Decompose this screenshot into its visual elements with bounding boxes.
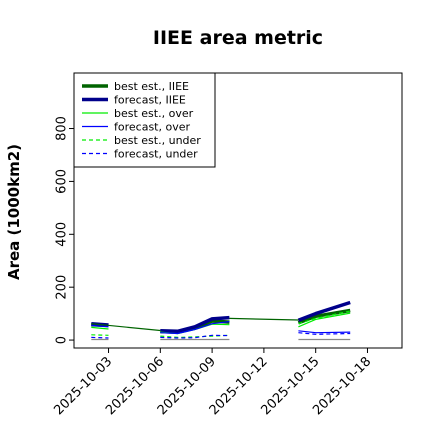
series-line-forecast-under-2 bbox=[298, 332, 351, 335]
legend-label-best-est-under: best est., under bbox=[114, 134, 201, 147]
legend-label-forecast-over: forecast, over bbox=[114, 121, 190, 134]
y-tick-label: 800 bbox=[55, 116, 70, 141]
plot-series bbox=[91, 300, 351, 341]
y-axis-label: Area (1000km2) bbox=[5, 144, 23, 280]
series-line-forecast-over-1 bbox=[160, 321, 230, 335]
series-line-forecast-under-1 bbox=[160, 334, 230, 339]
series-line-best-est-over-0 bbox=[91, 326, 109, 330]
legend-label-forecast-under: forecast, under bbox=[114, 148, 198, 161]
y-tick-label: 200 bbox=[55, 275, 70, 300]
series-line-connector-6-1 bbox=[229, 317, 299, 321]
series-line-best-est-iiee-2 bbox=[297, 308, 351, 325]
plot-frame bbox=[73, 72, 403, 349]
y-tick-label: 600 bbox=[55, 169, 70, 194]
series-line-forecast-iiee-2 bbox=[297, 300, 351, 322]
y-tick-label: 0 bbox=[55, 336, 70, 344]
legend-label-best-est-iiee: best est., IIEE bbox=[114, 80, 189, 93]
series-line-forecast-iiee-1 bbox=[160, 315, 230, 334]
series-line-best-est-over-2 bbox=[298, 312, 351, 328]
legend-label-best-est-over: best est., over bbox=[114, 107, 194, 120]
legend-label-forecast-iiee: forecast, IIEE bbox=[114, 94, 186, 107]
y-axis: 0 200 400 600 800 bbox=[55, 116, 74, 344]
legend-box bbox=[73, 72, 216, 168]
series-line-connector-6-0 bbox=[91, 323, 161, 332]
x-axis: 2025-10-032025-10-062025-10-092025-10-12… bbox=[51, 348, 374, 418]
series-line-forecast-over-0 bbox=[91, 324, 109, 328]
series-line-best-est-under-0 bbox=[91, 334, 109, 336]
y-tick-label: 400 bbox=[55, 222, 70, 247]
series-line-forecast-under-0 bbox=[91, 336, 109, 339]
series-line-forecast-over-2 bbox=[298, 330, 351, 334]
chart-title: IIEE area metric bbox=[153, 27, 323, 49]
